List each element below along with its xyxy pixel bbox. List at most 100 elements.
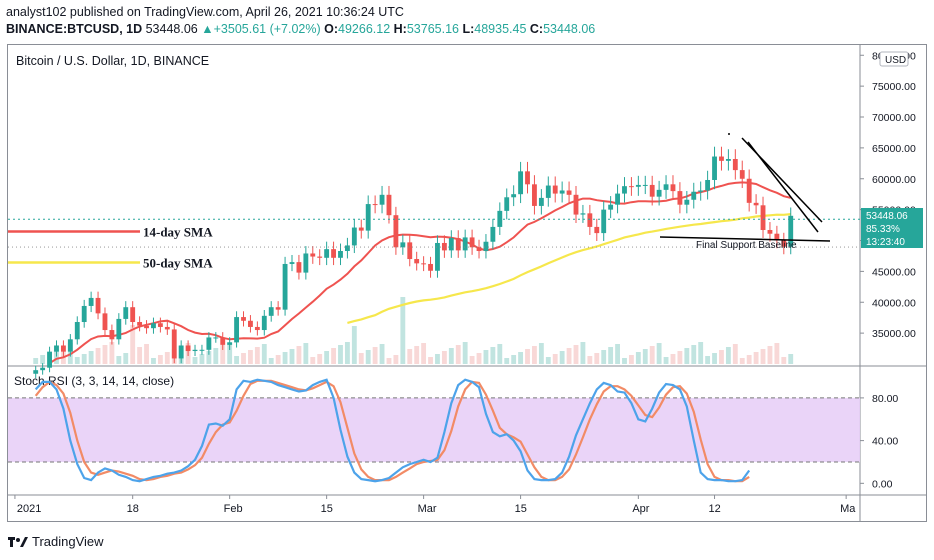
candle-body [289,262,295,264]
volume-bar [261,344,267,364]
candle-body [573,194,579,215]
candle-body [171,329,177,359]
volume-bar [116,356,122,364]
candle-body [753,202,759,206]
chart-frame[interactable] [7,44,927,522]
volume-bar [746,355,752,364]
volume-bar [365,350,371,364]
candle-body [469,237,475,248]
candle-body [400,242,406,248]
close-value: 53448.06 [543,22,596,36]
symbol: BINANCE:BTCUSD, 1D [6,22,143,36]
candle-body [331,249,336,258]
volume-bar [497,344,503,364]
volume-bar [227,342,233,364]
time-tick-label: 15 [515,503,527,515]
volume-bar [275,355,281,364]
candle-body [379,194,385,205]
volume-bar [254,347,260,364]
volume-bar [594,353,600,364]
volume-bar [552,354,558,364]
drawing-anchor [728,133,730,135]
candle-body [81,305,87,323]
volume-bar [566,348,572,364]
candle-body [310,253,316,257]
candle-body [767,230,773,234]
volume-bar [753,352,759,364]
volume-bar [102,345,108,364]
price-change: +3505.61 (+7.02%) [213,22,321,36]
time-tick-label: Apr [632,503,649,515]
candle-body [615,193,620,205]
volume-bar [684,348,690,364]
volume-bar [573,345,579,364]
candle-body [338,251,343,258]
price-tick-label: 35000.00 [872,328,916,340]
volume-bar [310,357,316,364]
candle-body [705,179,711,191]
volume-bar [559,351,565,364]
volume-bar [739,358,745,364]
volume-bar [608,347,614,364]
chart-title: Bitcoin / U.S. Dollar, 1D, BINANCE [16,54,209,68]
support-baseline [659,236,831,242]
volume-bar [324,351,330,364]
candle-body [74,322,80,340]
volume-bar [164,352,170,364]
candle-body [178,345,184,359]
candle-body [282,263,288,310]
candle-body [552,185,558,194]
candle-body [102,313,108,331]
volume-bar [732,344,738,364]
volume-bar [663,357,669,364]
candle-body [303,253,309,273]
candle-body [428,263,433,271]
candle-body [47,351,52,368]
time-tick-label: 2021 [17,503,41,515]
volume-bar [462,342,468,364]
volume-bar [344,342,350,364]
volume-bar [435,354,440,364]
volume-bar [476,353,482,364]
candle-body [725,158,731,161]
currency-badge [879,51,909,67]
candle-body [628,186,634,188]
candle-body [476,247,482,252]
last-price-tag [861,208,923,248]
candle-body [33,370,39,374]
candle-body [95,297,101,314]
volume-bar [532,346,537,364]
candle-body [185,345,191,352]
candle-body [144,325,149,329]
candle-body [261,315,267,331]
candle-body [511,194,517,198]
volume-bar [151,358,156,364]
volume-bar [81,354,87,364]
candle-body [54,345,59,352]
volume-bar [206,351,212,364]
volume-bar [407,349,413,364]
price-tick-label: 65000.00 [872,143,916,155]
volume-bar [289,349,295,364]
candle-body [123,307,129,319]
up-arrow-icon: ▲ [201,22,214,36]
volume-bar [220,345,226,364]
volume-bar [109,342,115,364]
candle-body [642,184,648,186]
candle-body [254,326,260,331]
stoch-band [8,397,860,462]
last-price-tag-pct: 85.33% [866,224,900,235]
candle-body [365,204,371,231]
candle-body [192,349,198,352]
price-tick-label: 60000.00 [872,174,916,186]
volume-bar [725,347,731,364]
stoch-tick-label: 80.00 [872,393,898,405]
candle-body [421,263,427,265]
open-value: 49266.12 [338,22,391,36]
candle-body [324,249,330,258]
volume-bar [781,357,787,364]
volume-bar [628,355,634,364]
candle-body [199,349,205,351]
time-tick-label: 15 [321,503,333,515]
